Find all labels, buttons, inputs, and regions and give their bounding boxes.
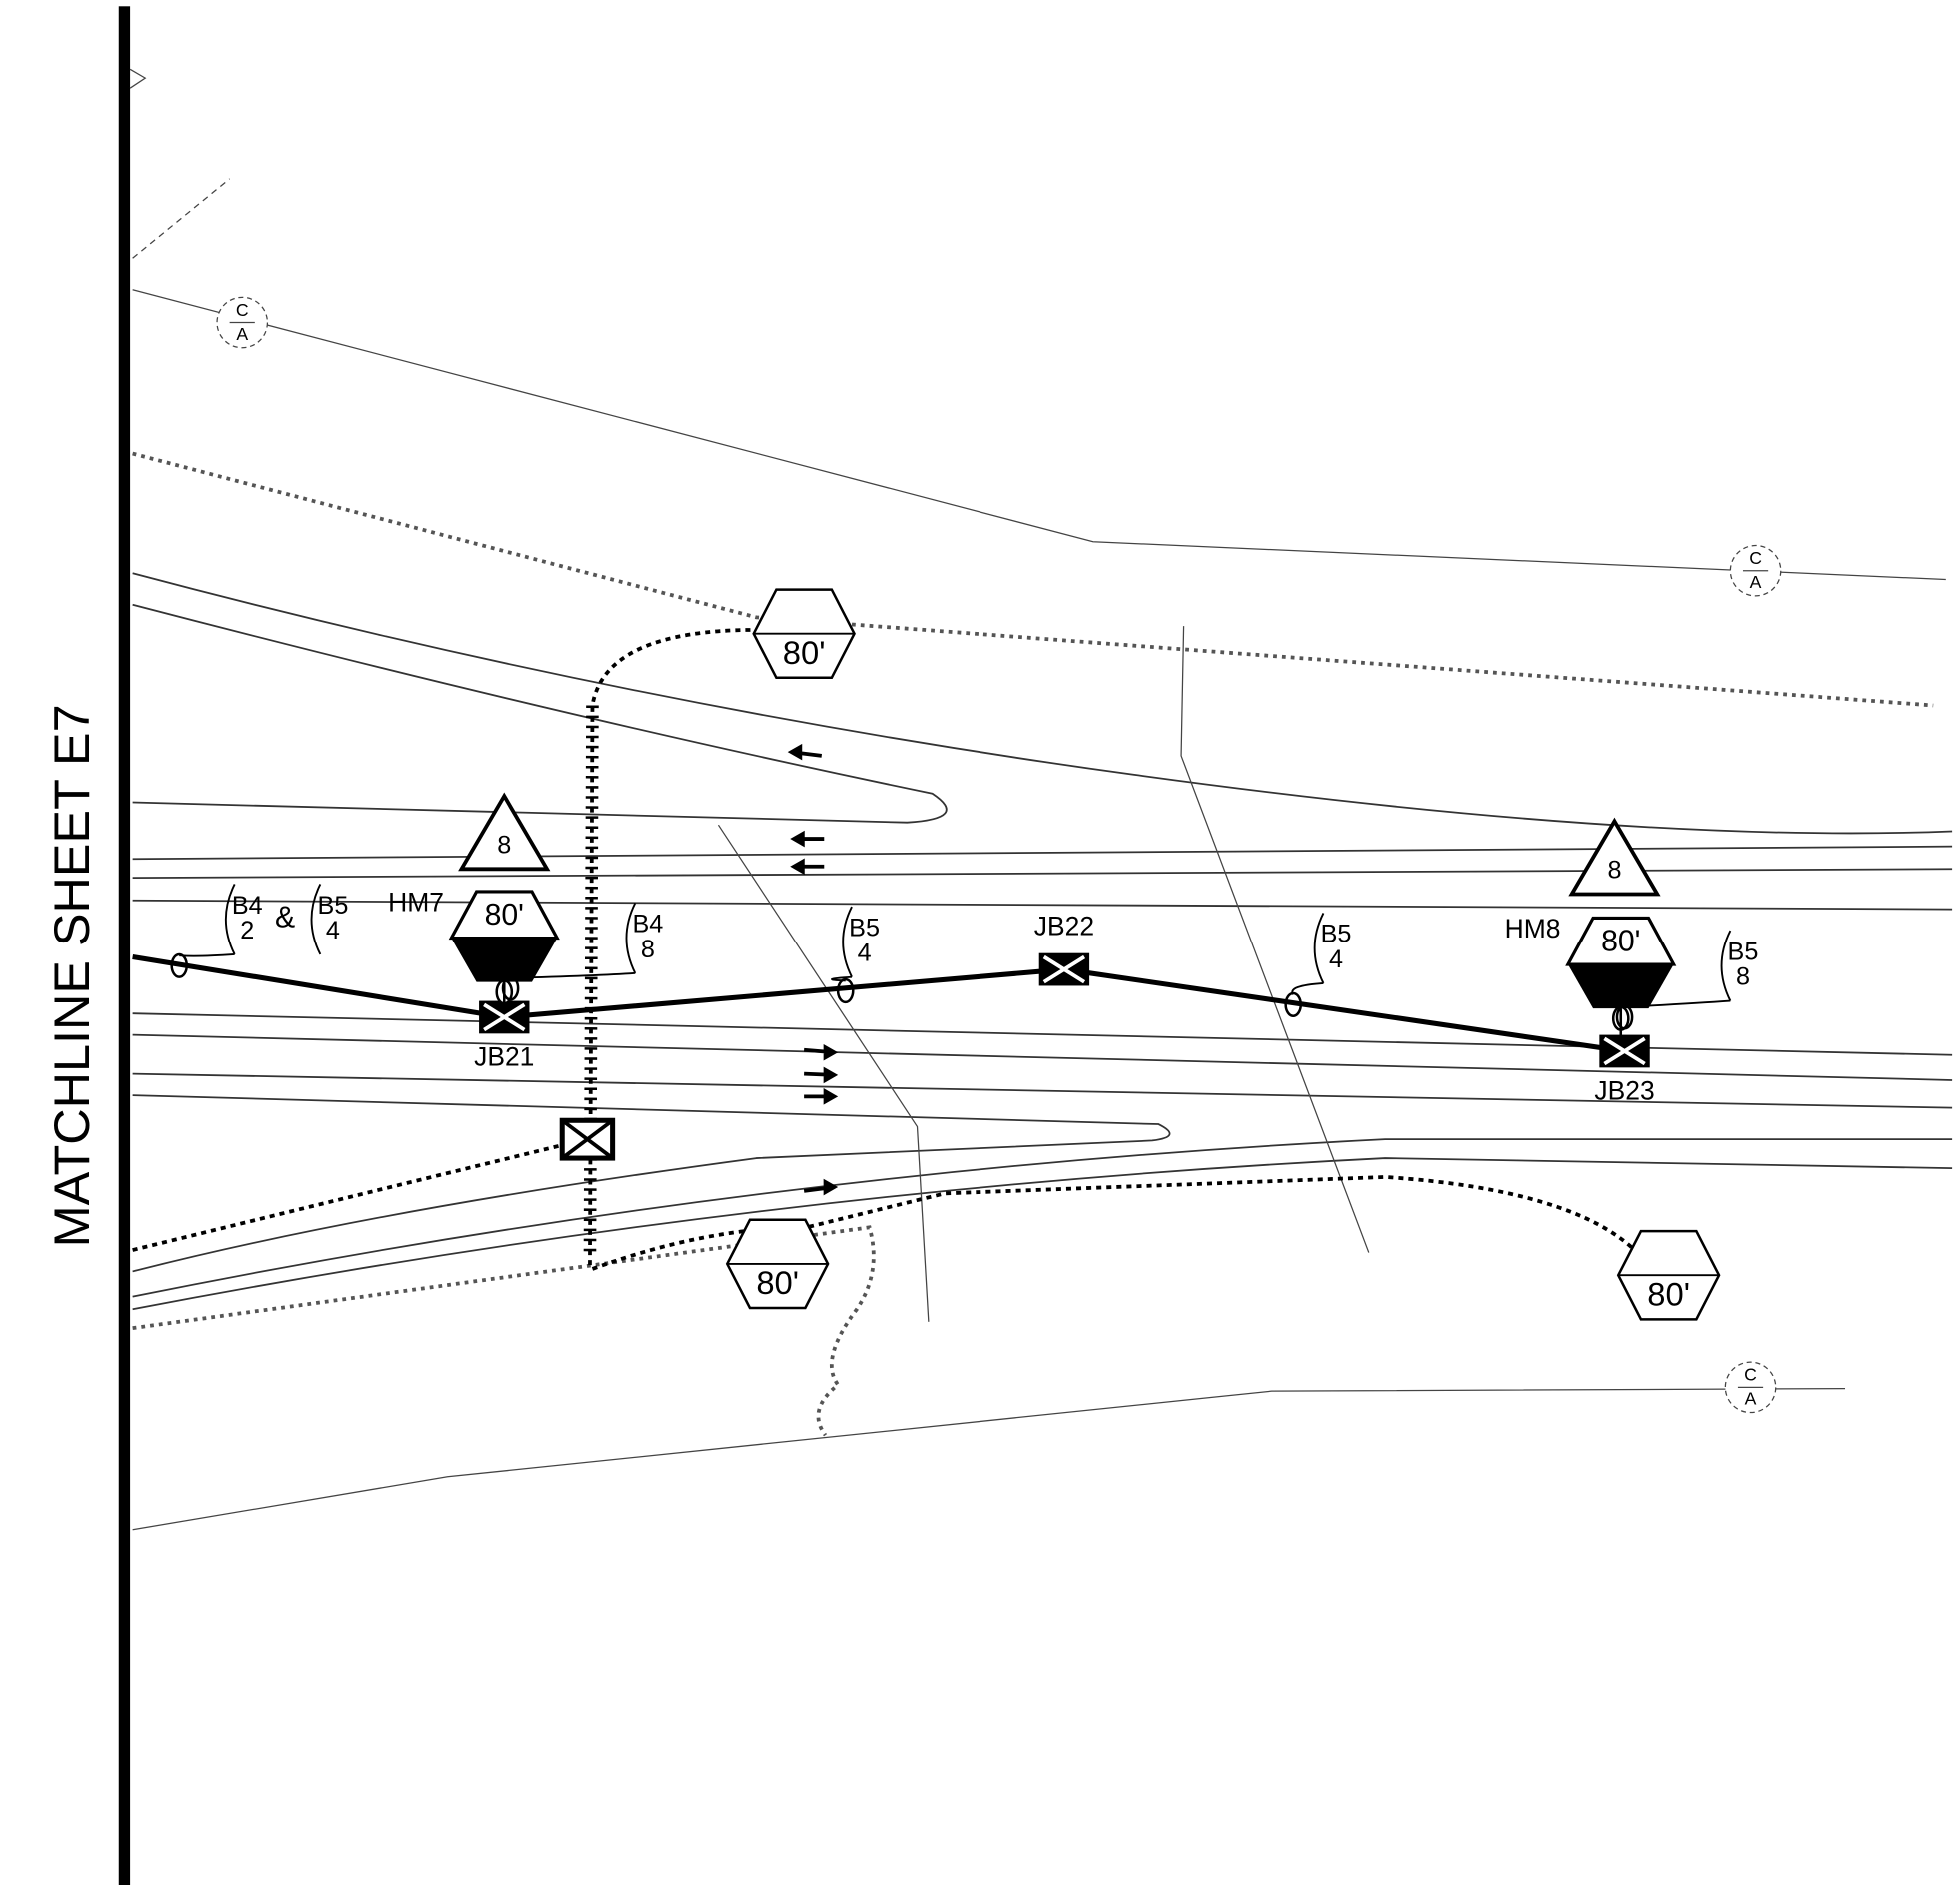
tag-bracket xyxy=(1313,912,1325,984)
marker-top: C xyxy=(1744,1365,1757,1385)
road-edge xyxy=(132,868,1953,879)
splice xyxy=(836,977,855,1004)
junction-box-x xyxy=(1042,954,1086,984)
luminaire-body xyxy=(1567,964,1674,1009)
row-line-top xyxy=(132,289,1946,581)
tag-number: 8 xyxy=(1736,963,1750,991)
luminaire-height: 80' xyxy=(1601,926,1640,958)
row-line-bottom xyxy=(132,1387,1846,1531)
tag-joiner: & xyxy=(275,902,295,935)
road-edge xyxy=(132,1138,1953,1298)
detail-triangle xyxy=(458,792,551,872)
matchline-label: MATCHLINE SHEET E7 xyxy=(43,704,100,1247)
conduit xyxy=(588,628,757,1266)
road-edge xyxy=(132,572,1953,835)
road-edge xyxy=(132,899,1953,911)
tag-bracket xyxy=(842,906,853,978)
grading-line xyxy=(717,824,930,1322)
splice xyxy=(501,975,520,1001)
marker-bottom: A xyxy=(1745,1389,1757,1409)
tag-bracket xyxy=(310,883,322,955)
conduit xyxy=(132,1137,587,1252)
tag-number: 8 xyxy=(641,936,655,963)
ramp-edge xyxy=(132,1094,1171,1273)
road-edge xyxy=(132,1072,1953,1109)
conduit-bore xyxy=(583,705,599,1259)
junction-box-label: JB22 xyxy=(1034,911,1094,941)
tag-leader xyxy=(510,971,636,979)
luminaire-label: HM7 xyxy=(388,888,444,918)
splice xyxy=(1284,991,1303,1017)
tag-leader xyxy=(1624,999,1731,1008)
luminaire-body xyxy=(451,938,558,982)
detail-triangle xyxy=(1568,817,1661,897)
marker-bottom: A xyxy=(236,324,248,344)
hexagon-label: 80' xyxy=(756,1264,799,1301)
lane-arrows xyxy=(787,743,839,1196)
tag-circuit: B5 xyxy=(318,892,349,920)
triangle-label: 8 xyxy=(497,831,511,859)
tag-circuit: B5 xyxy=(1728,938,1759,965)
marker-bottom: A xyxy=(1750,572,1762,592)
road-edge xyxy=(132,1157,1953,1311)
tag-number: 2 xyxy=(240,917,254,944)
tag-circuit: B4 xyxy=(632,911,663,939)
road-edge xyxy=(132,845,1953,861)
tree-line xyxy=(132,1225,876,1437)
tag-bracket xyxy=(225,883,236,955)
tree-line xyxy=(132,451,1934,708)
road-edge xyxy=(132,1033,1953,1081)
circuit-line xyxy=(132,954,1625,1054)
ramp-edge xyxy=(132,603,948,824)
tag-bracket xyxy=(1720,930,1732,1002)
hexagon-label: 80' xyxy=(783,634,826,671)
north-tick xyxy=(129,68,147,89)
splice xyxy=(170,952,189,978)
triangle-label: 8 xyxy=(1607,856,1621,884)
tag-number: 4 xyxy=(1329,945,1343,973)
marker-top: C xyxy=(236,300,249,320)
tag-number: 4 xyxy=(858,940,872,967)
junction-box-x xyxy=(483,1002,526,1032)
junction-box-label: JB21 xyxy=(474,1042,534,1072)
luminaire-label: HM8 xyxy=(1505,914,1561,943)
junction-box-label: JB23 xyxy=(1594,1076,1654,1106)
tag-circuit: B5 xyxy=(1321,921,1352,948)
tag-circuit: B4 xyxy=(232,892,263,920)
tag-number: 4 xyxy=(326,917,340,944)
tag-circuit: B5 xyxy=(849,914,880,942)
splice xyxy=(1615,1004,1634,1030)
grading-line xyxy=(1180,626,1370,1253)
conduit xyxy=(591,1175,1639,1271)
marker-top: C xyxy=(1749,548,1762,568)
pull-box-x xyxy=(561,1118,614,1160)
dashed-boundary xyxy=(132,178,231,259)
matchline-bar xyxy=(118,6,131,1885)
hexagon-label: 80' xyxy=(1647,1275,1690,1312)
tag-bracket xyxy=(625,902,637,974)
luminaire-height: 80' xyxy=(485,899,524,932)
junction-box-x xyxy=(1603,1036,1646,1066)
